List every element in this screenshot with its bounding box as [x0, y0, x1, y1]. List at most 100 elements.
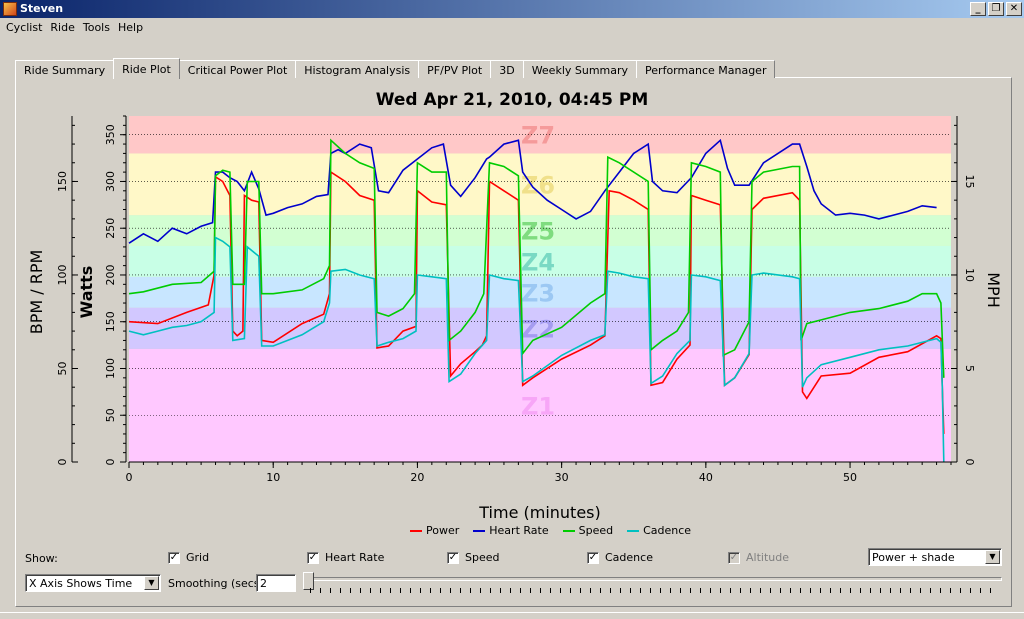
legend-power: Power: [410, 524, 459, 537]
mph-tick-label: 5: [963, 365, 976, 372]
zone-band: [129, 307, 951, 349]
close-button[interactable]: ✕: [1006, 2, 1022, 16]
watts-tick-label: 100: [104, 358, 117, 379]
status-bar: [0, 612, 1024, 619]
smoothing-input[interactable]: 2: [256, 574, 296, 592]
legend-cadence: Cadence: [627, 524, 691, 537]
grid-checkbox[interactable]: ✓ Grid: [168, 551, 209, 564]
tab-ride-summary[interactable]: Ride Summary: [15, 60, 115, 78]
altitude-checkbox: ✓ Altitude: [728, 551, 789, 564]
x-axis-value: X Axis Shows Time: [29, 577, 133, 590]
legend-label-cadence: Cadence: [643, 524, 692, 537]
x-tick-label: 20: [410, 471, 424, 484]
app-icon: [3, 2, 17, 16]
shade-mode-value: Power + shade: [872, 551, 955, 564]
tab-weekly-summary[interactable]: Weekly Summary: [522, 60, 638, 78]
mph-axis-label: MPH: [984, 272, 1003, 307]
chevron-down-icon[interactable]: ▼: [144, 576, 159, 590]
heart-rate-checkbox-label: Heart Rate: [325, 551, 385, 564]
menu-help[interactable]: Help: [117, 21, 144, 34]
cadence-checkbox-box[interactable]: ✓: [587, 551, 599, 564]
watts-tick-label: 50: [104, 408, 117, 422]
watts-tick-label: 350: [104, 124, 117, 145]
zone-label: Z3: [521, 279, 555, 307]
bpm-rpm-axis-label: BPM / RPM: [27, 250, 46, 335]
heart-rate-checkbox-box[interactable]: ✓: [307, 551, 319, 564]
zone-band: [129, 215, 951, 246]
mph-tick-label: 15: [963, 174, 976, 188]
x-tick-label: 30: [555, 471, 569, 484]
cadence-checkbox[interactable]: ✓ Cadence: [587, 551, 653, 564]
smoothing-label: Smoothing (secs): [168, 577, 264, 590]
x-tick-label: 10: [266, 471, 280, 484]
zone-band: [129, 276, 951, 308]
watts-tick-label: 150: [104, 311, 117, 332]
tab-bar: Ride Summary Ride Plot Critical Power Pl…: [15, 58, 776, 79]
zone-band: [129, 245, 951, 277]
window-titlebar: Steven _ ❐ ✕: [0, 0, 1024, 18]
menu-tools[interactable]: Tools: [82, 21, 110, 34]
heart-rate-checkbox[interactable]: ✓ Heart Rate: [307, 551, 384, 564]
x-tick-label: 0: [126, 471, 133, 484]
legend-swatch-power: [410, 529, 422, 532]
mph-tick-label: 10: [963, 268, 976, 282]
tab-histogram-analysis[interactable]: Histogram Analysis: [295, 60, 420, 78]
watts-tick-label: 250: [104, 218, 117, 239]
speed-checkbox[interactable]: ✓ Speed: [447, 551, 499, 564]
plot-title: Wed Apr 21, 2010, 04:45 PM: [375, 90, 649, 110]
speed-checkbox-box[interactable]: ✓: [447, 551, 459, 564]
bpm-tick-label: 0: [56, 459, 69, 466]
tab-performance-manager[interactable]: Performance Manager: [636, 60, 776, 78]
legend-label-heart-rate: Heart Rate: [489, 524, 549, 537]
zone-band: [129, 153, 951, 216]
zone-label: Z7: [521, 122, 555, 150]
zone-label: Z1: [521, 392, 555, 420]
cadence-checkbox-label: Cadence: [605, 551, 653, 564]
menu-cyclist[interactable]: Cyclist: [6, 21, 43, 34]
zone-label: Z2: [521, 315, 555, 343]
zone-label: Z6: [521, 171, 555, 199]
tab-ride-plot[interactable]: Ride Plot: [113, 58, 180, 79]
legend-swatch-cadence: [627, 529, 640, 532]
tab-pf-pv-plot[interactable]: PF/PV Plot: [418, 60, 492, 78]
watts-tick-label: 0: [104, 459, 117, 466]
tab-3d[interactable]: 3D: [490, 60, 524, 78]
x-tick-label: 40: [699, 471, 713, 484]
speed-checkbox-label: Speed: [465, 551, 500, 564]
zone-label: Z5: [521, 218, 555, 246]
smoothing-slider-handle[interactable]: [303, 572, 314, 590]
legend-swatch-heart-rate: [473, 529, 486, 532]
minimize-button[interactable]: _: [970, 2, 986, 16]
menu-bar: Cyclist Ride Tools Help: [0, 19, 149, 37]
series-line-power: [128, 170, 945, 434]
x-axis-label: Time (minutes): [478, 503, 601, 520]
zone-label: Z4: [521, 248, 555, 276]
menu-ride[interactable]: Ride: [50, 21, 75, 34]
legend-label-power: Power: [426, 524, 460, 537]
chevron-down-icon[interactable]: ▼: [985, 550, 1000, 564]
watts-tick-label: 300: [104, 171, 117, 192]
show-controls: Show: ✓ Grid ✓ Heart Rate ✓ Speed ✓ Cade…: [25, 550, 1005, 568]
smoothing-slider-ticks: [310, 588, 1000, 593]
series-line-cadence: [128, 236, 945, 463]
window-title: Steven: [20, 2, 64, 15]
bpm-tick-label: 50: [56, 361, 69, 375]
altitude-checkbox-box: ✓: [728, 551, 740, 564]
x-axis-select[interactable]: X Axis Shows Time ▼: [25, 574, 161, 592]
bpm-tick-label: 150: [56, 171, 69, 192]
restore-button[interactable]: ❐: [988, 2, 1004, 16]
smoothing-slider-track[interactable]: [306, 577, 1002, 581]
tab-critical-power-plot[interactable]: Critical Power Plot: [178, 60, 297, 78]
legend-label-speed: Speed: [578, 524, 614, 537]
legend-speed: Speed: [562, 524, 614, 537]
shade-mode-select[interactable]: Power + shade ▼: [868, 548, 1002, 566]
x-tick-label: 50: [843, 471, 857, 484]
zone-band: [129, 348, 951, 462]
bpm-tick-label: 100: [56, 264, 69, 285]
altitude-checkbox-label: Altitude: [746, 551, 789, 564]
show-label: Show:: [25, 552, 58, 565]
grid-checkbox-box[interactable]: ✓: [168, 551, 180, 564]
watts-tick-label: 200: [104, 264, 117, 285]
series-line-speed: [128, 138, 945, 378]
